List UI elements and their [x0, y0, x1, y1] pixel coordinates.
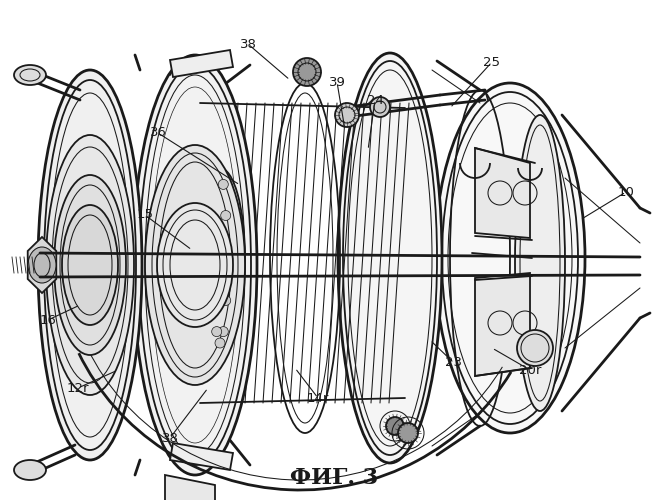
Ellipse shape — [338, 53, 442, 463]
Text: 25: 25 — [484, 56, 500, 68]
Ellipse shape — [133, 55, 257, 475]
Ellipse shape — [46, 135, 134, 395]
Ellipse shape — [398, 423, 418, 443]
Text: ФИГ. 3: ФИГ. 3 — [290, 467, 379, 489]
Text: 20r: 20r — [519, 364, 541, 376]
Ellipse shape — [221, 210, 231, 220]
Text: 24: 24 — [367, 94, 383, 106]
Text: 38: 38 — [240, 38, 256, 51]
Ellipse shape — [435, 83, 585, 433]
Ellipse shape — [370, 97, 390, 117]
Ellipse shape — [515, 115, 565, 411]
Text: 12r: 12r — [67, 382, 89, 394]
Text: 10: 10 — [617, 186, 634, 198]
Ellipse shape — [14, 65, 46, 85]
Polygon shape — [170, 443, 233, 470]
Ellipse shape — [145, 145, 245, 385]
Ellipse shape — [14, 460, 46, 480]
Ellipse shape — [215, 338, 225, 348]
Ellipse shape — [386, 417, 404, 435]
Ellipse shape — [218, 180, 228, 190]
Ellipse shape — [62, 205, 118, 325]
Polygon shape — [165, 475, 235, 500]
Text: 36: 36 — [150, 126, 167, 140]
Ellipse shape — [221, 253, 231, 263]
Polygon shape — [475, 273, 530, 376]
Ellipse shape — [209, 296, 219, 306]
Ellipse shape — [211, 326, 221, 336]
Ellipse shape — [517, 330, 553, 366]
Text: 15: 15 — [136, 208, 153, 222]
Ellipse shape — [28, 247, 56, 283]
Ellipse shape — [54, 175, 126, 355]
Ellipse shape — [221, 296, 231, 306]
Ellipse shape — [335, 103, 359, 127]
Text: 38: 38 — [161, 432, 179, 444]
Polygon shape — [475, 148, 530, 238]
Polygon shape — [27, 237, 56, 293]
Text: 39: 39 — [328, 76, 345, 88]
Text: 23: 23 — [446, 356, 462, 370]
Polygon shape — [170, 50, 233, 77]
Ellipse shape — [38, 70, 142, 460]
Ellipse shape — [195, 168, 245, 348]
Text: 16: 16 — [39, 314, 56, 326]
Ellipse shape — [293, 58, 321, 86]
Ellipse shape — [157, 203, 233, 327]
Text: 14r: 14r — [307, 392, 329, 404]
Ellipse shape — [218, 326, 228, 336]
